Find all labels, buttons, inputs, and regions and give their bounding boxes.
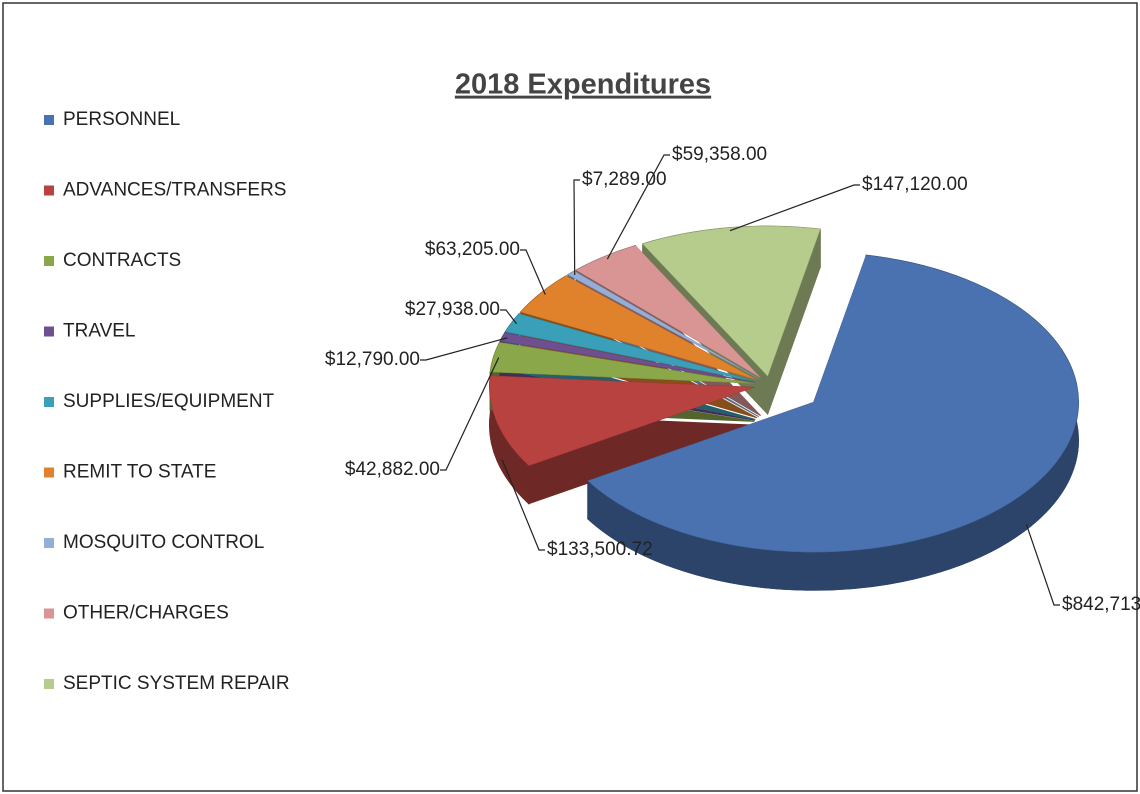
legend-label: REMIT TO STATE <box>63 462 216 483</box>
value-label: $12,790.00 <box>325 349 420 370</box>
leader-line <box>520 249 546 295</box>
legend-swatch <box>44 397 54 407</box>
slice <box>587 254 1079 553</box>
leader-line <box>1025 524 1060 606</box>
value-label: $147,120.00 <box>862 174 968 195</box>
value-label: $59,358.00 <box>672 144 767 165</box>
chart-title: 2018 Expenditures <box>455 69 711 101</box>
leader-line <box>606 154 670 260</box>
legend-label: OTHER/CHARGES <box>63 603 229 624</box>
legend-label: TRAVEL <box>63 321 136 342</box>
leader-line <box>729 184 860 232</box>
slice <box>520 275 758 381</box>
legend-swatch <box>44 326 54 337</box>
legend-label: SEPTIC SYSTEM REPAIR <box>63 673 290 694</box>
legend-label: SUPPLIES/EQUIPMENT <box>63 391 275 412</box>
legend-swatch <box>44 538 54 548</box>
value-label: $133,500.72 <box>547 539 653 560</box>
leader-line <box>501 459 545 551</box>
slice <box>504 313 756 382</box>
legend-swatch <box>44 608 54 619</box>
legend-label: MOSQUITO CONTROL <box>63 532 264 553</box>
slice <box>489 375 755 466</box>
legend-swatch <box>44 679 54 689</box>
slice <box>575 245 761 378</box>
value-label: $63,205.00 <box>425 239 520 260</box>
value-label: $27,938.00 <box>405 299 500 320</box>
slice-tops <box>489 225 1079 553</box>
slice <box>489 342 755 384</box>
legend-label: CONTRACTS <box>63 250 181 271</box>
slice <box>499 332 755 383</box>
legend-swatch <box>44 115 54 125</box>
legend-label: PERSONNEL <box>63 109 180 130</box>
legend-swatch <box>44 256 54 266</box>
slice <box>642 225 821 377</box>
legend-swatch <box>44 467 54 478</box>
value-label: $842,713.29 <box>1062 594 1140 615</box>
value-label: $42,882.00 <box>345 459 440 480</box>
value-label: $7,289.00 <box>582 169 667 190</box>
leader-line <box>500 309 517 325</box>
leader-line <box>573 179 580 275</box>
legend-label: ADVANCES/TRANSFERS <box>63 180 286 201</box>
legend-swatch <box>44 185 54 196</box>
leader-line <box>440 357 500 471</box>
leader-line <box>420 337 508 361</box>
